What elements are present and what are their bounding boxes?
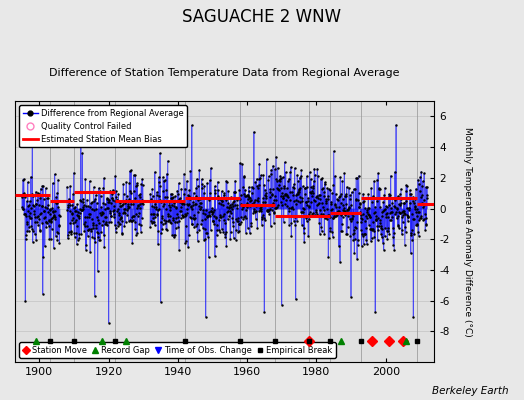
Y-axis label: Monthly Temperature Anomaly Difference (°C): Monthly Temperature Anomaly Difference (… [463, 127, 472, 336]
Text: Berkeley Earth: Berkeley Earth [432, 386, 508, 396]
Legend: Station Move, Record Gap, Time of Obs. Change, Empirical Break: Station Move, Record Gap, Time of Obs. C… [19, 342, 335, 358]
Text: SAGUACHE 2 WNW: SAGUACHE 2 WNW [182, 8, 342, 26]
Title: Difference of Station Temperature Data from Regional Average: Difference of Station Temperature Data f… [49, 68, 400, 78]
